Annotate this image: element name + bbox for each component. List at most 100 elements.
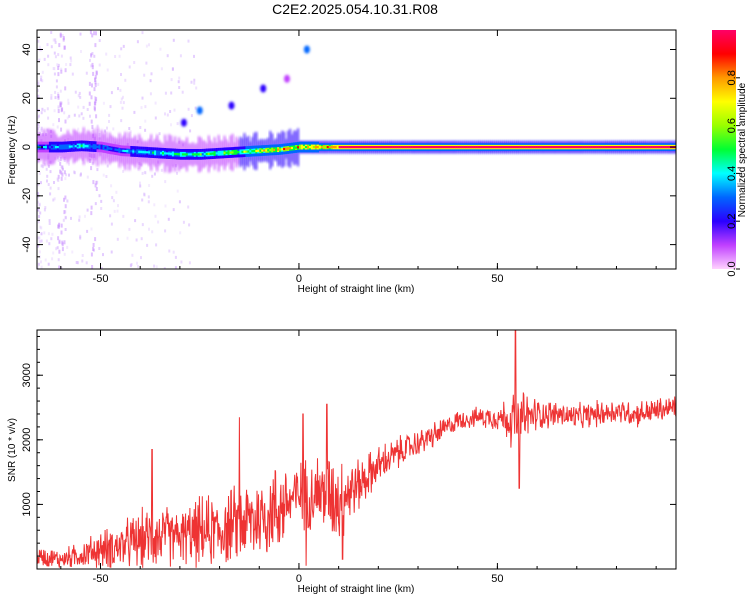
spectrogram-noise-cell — [85, 71, 88, 75]
spectrogram-peak-cell — [668, 146, 671, 149]
spectrogram-peak-cell — [90, 145, 93, 148]
spectrogram-streak-cell — [62, 36, 65, 40]
spectrogram-noise-cell — [78, 91, 81, 95]
spectrogram-noise-cell — [160, 67, 163, 71]
spectrogram-peak-cell — [441, 146, 444, 149]
spectrogram-noise-cell — [189, 129, 192, 133]
spectrogram-noise-cell — [121, 106, 124, 110]
spectrogram-noise-cell — [80, 50, 82, 53]
spectrogram-noise-cell — [120, 73, 122, 76]
spectrogram-peak-cell — [630, 146, 633, 149]
spectrogram-noise-cell — [52, 251, 55, 255]
spectrogram-noise-cell — [176, 189, 179, 193]
colorbar-ticks: 0.0 0.2 0.4 0.6 0.8 — [726, 70, 740, 277]
spectrogram-peak-cell — [261, 149, 264, 152]
spectrogram-noise-cell — [153, 203, 156, 207]
snr-panel: -50 0 50 1000 2000 3000 Height of straight li… — [7, 329, 677, 595]
spectrogram-noise-cell — [164, 91, 167, 95]
spectrogram-noise-cell — [154, 101, 157, 105]
spectrogram-peak-cell — [150, 151, 153, 154]
spectrogram-peak-cell — [572, 146, 575, 149]
spectrogram-noise-cell — [39, 211, 42, 215]
spectrogram-streak-cell — [92, 180, 95, 185]
spectrogram-peak-cell — [76, 145, 79, 148]
spectrogram-peak-cell — [560, 146, 564, 149]
spectrogram-noise-cell — [187, 107, 190, 111]
spectrogram-noise-cell — [179, 231, 182, 235]
spectrogram-noise-cell — [101, 267, 103, 269]
spectrogram-peak-cell — [140, 150, 143, 153]
spectrogram-noise-cell — [38, 215, 41, 218]
spectrogram-peak-cell — [189, 153, 192, 156]
spectrogram-frame — [36, 29, 677, 270]
spectrogram-noise-cell — [52, 198, 55, 202]
spectrogram-peak-cell — [255, 149, 258, 153]
spectrogram-noise-cell — [119, 100, 122, 104]
spectrogram-noise-cell — [188, 223, 191, 227]
spectrogram-peak-cell — [283, 147, 286, 151]
spectrogram-peak-cell — [62, 145, 65, 148]
spectrogram-harmonic-blob — [180, 118, 187, 127]
spectrogram-peak-cell — [521, 146, 524, 149]
spectrogram-peak-cell — [654, 146, 657, 149]
spectrogram-noise-cell — [41, 165, 44, 169]
spectrogram-peak-cell — [499, 146, 502, 149]
spectrogram-peak-cell — [215, 152, 218, 155]
spectrogram-peak-cell — [549, 146, 552, 149]
figure-title: C2E2.2025.054.10.31.R08 — [272, 1, 438, 17]
spectrogram-noise-cell — [157, 220, 160, 224]
spectrogram-peak-cell — [326, 146, 329, 149]
spectrogram-noise-cell — [50, 94, 53, 97]
spectrogram-streak-cell — [90, 211, 93, 216]
spectrogram-noise-cell — [38, 240, 41, 243]
spectrogram-noise-cell — [65, 173, 68, 177]
spectrogram-peak-cell — [388, 146, 391, 149]
spectrogram-peak-cell — [209, 152, 212, 155]
spectrogram-noise-cell — [68, 173, 70, 177]
spectrogram-peak-cell — [402, 146, 405, 149]
spectrogram-noise-cell — [48, 219, 51, 223]
spectrogram-peak-cell — [88, 145, 91, 148]
spectrogram-noise-cell — [98, 194, 101, 198]
spectrogram-noise-cell — [91, 52, 94, 55]
spectrogram-noise-cell — [164, 180, 167, 184]
spectrogram-streak-cell — [58, 239, 61, 244]
spectrogram-peak-cell — [205, 152, 208, 156]
spectrogram-noise-cell — [40, 239, 43, 243]
spectrogram-peak-cell — [533, 146, 536, 149]
spectrogram-noise-cell — [86, 175, 89, 179]
spectrogram-peak-cell — [203, 153, 206, 156]
spectrogram-noise-cell — [49, 170, 52, 174]
spectrogram-streak-cell — [64, 86, 67, 91]
spectrogram-peak-cell — [102, 146, 105, 149]
spectrogram-peak-cell — [166, 152, 169, 155]
spectrogram-peak-cell — [624, 146, 627, 149]
spectrogram-peak-cell — [289, 147, 292, 150]
spectrogram-peak-cell — [193, 153, 196, 156]
snr-x-axis-label: Height of straight line (km) — [298, 584, 415, 595]
spectrogram-peak-cell — [124, 149, 127, 153]
spectrogram-harmonic-blob — [260, 84, 267, 93]
spectrogram-noise-cell — [163, 267, 166, 269]
spectrogram-noise-cell — [136, 40, 139, 44]
spectrogram-noise-cell — [54, 55, 57, 59]
spectrogram-peak-cell — [545, 146, 548, 149]
spectrogram-noise-cell — [100, 207, 103, 210]
spectrogram-peak-cell — [259, 149, 262, 152]
spectrogram-noise-cell — [137, 265, 140, 268]
spectrogram-peak-cell — [293, 146, 296, 149]
spectrogram-peak-cell — [455, 146, 458, 149]
spectrogram-noise-cell — [41, 79, 44, 83]
spectrogram-peak-cell — [660, 146, 663, 149]
spectrogram-noise-cell — [44, 206, 47, 210]
spectrogram-peak-cell — [54, 146, 58, 149]
spectrogram-peak-cell — [60, 146, 63, 149]
spectrogram-noise-cell — [85, 261, 88, 265]
spectrogram-peak-cell — [306, 146, 310, 149]
spectrogram-peak-cell — [362, 146, 365, 149]
spectrogram-noise-cell — [164, 112, 166, 116]
spectrogram-noise-cell — [113, 209, 116, 213]
spectrogram-peak-cell — [529, 146, 532, 149]
spectrogram-noise-cell — [62, 218, 65, 222]
spectrogram-peak-cell — [576, 146, 579, 149]
